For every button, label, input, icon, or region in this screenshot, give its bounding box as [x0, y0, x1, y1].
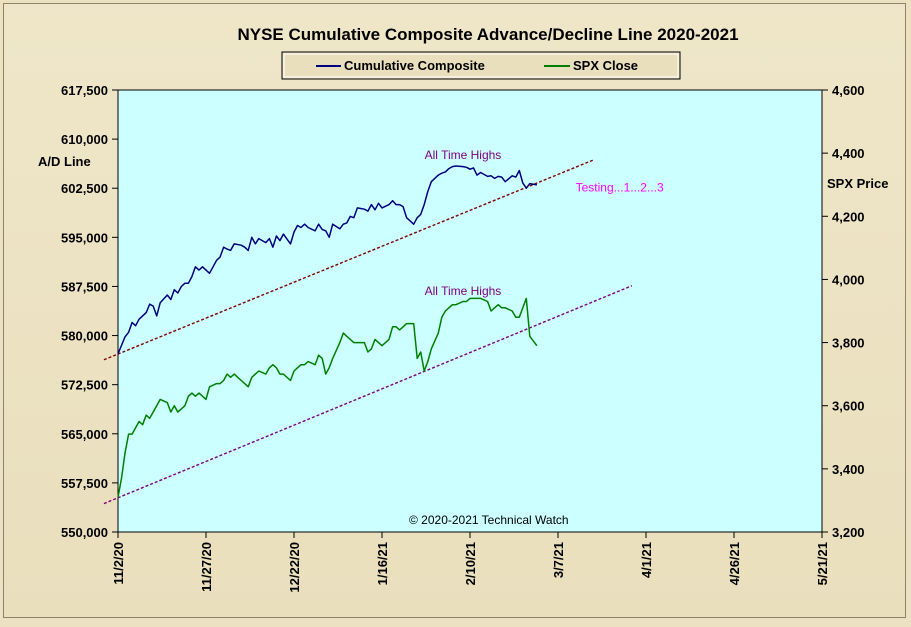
spx-series	[117, 297, 538, 498]
y-right-tick-label: 3,600	[832, 399, 865, 414]
legend: Cumulative Composite SPX Close	[281, 51, 681, 80]
x-tick-label: 3/7/21	[551, 542, 566, 578]
y-right-tick-label: 4,000	[832, 272, 865, 287]
x-tick-label: 2/10/21	[463, 542, 478, 585]
annotation-2: All Time Highs	[425, 284, 502, 298]
x-tick-label: 12/22/20	[287, 542, 302, 593]
legend-label-spx: SPX Close	[573, 58, 638, 73]
y-right-tick-label: 4,400	[832, 146, 865, 161]
y-right-tick-label: 4,200	[832, 209, 865, 224]
ad-line-series	[117, 165, 538, 355]
annotations: All Time Highs Testing...1...2...3 All Tim…	[425, 148, 664, 298]
trendlines	[103, 159, 633, 505]
annotation-1: Testing...1...2...3	[576, 180, 664, 194]
y-left-tick-label: 572,500	[61, 378, 108, 393]
chart: NYSE Cumulative Composite Advance/Declin…	[38, 25, 888, 593]
x-tick-label: 11/27/20	[199, 542, 214, 592]
ad-line-trendline	[103, 159, 594, 361]
axes: 550,000 557,500 565,000 572,500 580,000 587,5…	[61, 83, 865, 593]
series-layer	[117, 165, 538, 498]
y-right-tick-label: 3,800	[832, 336, 865, 351]
y-axis-label-right: SPX Price	[827, 176, 888, 191]
y-left-tick-label: 617,500	[61, 83, 108, 98]
y-left-tick-label: 557,500	[61, 476, 108, 491]
legend-label-ad-line: Cumulative Composite	[344, 58, 485, 73]
x-tick-label: 5/21/21	[815, 542, 830, 585]
y-left-tick-label: 580,000	[61, 329, 108, 344]
y-axis-label-left: A/D Line	[38, 154, 91, 169]
x-tick-label: 4/1/21	[639, 542, 654, 578]
y-left-tick-label: 587,500	[61, 279, 108, 294]
y-right-tick-label: 3,200	[832, 525, 865, 540]
x-tick-label: 11/2/20	[111, 542, 126, 585]
y-right-tick-label: 4,600	[832, 83, 865, 98]
chart-frame: NYSE Cumulative Composite Advance/Declin…	[3, 3, 906, 618]
chart-title: NYSE Cumulative Composite Advance/Declin…	[237, 25, 738, 44]
y-left-tick-label: 565,000	[61, 427, 108, 442]
y-right-tick-label: 3,400	[832, 462, 865, 477]
x-tick-label: 4/26/21	[727, 542, 742, 585]
spx-trendline	[103, 285, 633, 505]
x-tick-label: 1/16/21	[375, 542, 390, 585]
copyright-note: © 2020-2021 Technical Watch	[409, 513, 569, 527]
y-left-tick-label: 550,000	[61, 525, 108, 540]
y-left-tick-label: 610,000	[61, 132, 108, 147]
plot-area	[117, 89, 823, 533]
annotation-0: All Time Highs	[425, 148, 502, 162]
y-left-tick-label: 595,000	[61, 230, 108, 245]
y-left-tick-label: 602,500	[61, 181, 108, 196]
